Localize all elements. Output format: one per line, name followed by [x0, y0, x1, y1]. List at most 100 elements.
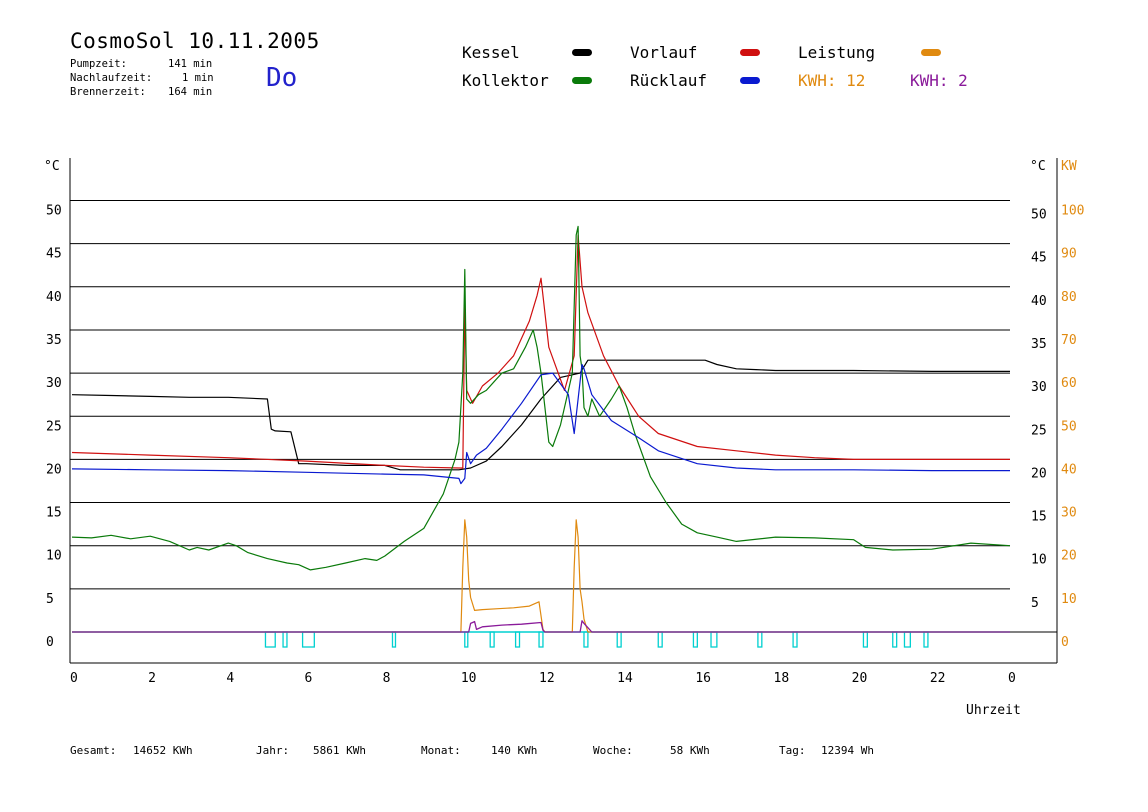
y-tick-power: 100	[1061, 204, 1084, 219]
y-tick-right: 20	[1031, 466, 1047, 481]
y-tick-right: 40	[1031, 294, 1047, 309]
pump-label: Pumpzeit:	[70, 58, 127, 70]
y-axis-unit-right: °C	[1030, 159, 1046, 174]
legend-kollektor: Kollektor	[462, 71, 549, 90]
legend-kessel: Kessel	[462, 43, 520, 62]
legend-leistung: Leistung	[798, 43, 876, 62]
x-tick: 20	[852, 671, 868, 686]
y-tick-left: 5	[46, 592, 54, 607]
footer-tag-value: 12394 Wh	[821, 744, 874, 757]
y-tick-right: 15	[1031, 510, 1047, 525]
x-tick: 4	[226, 671, 234, 686]
y-tick-power: 40	[1061, 462, 1077, 477]
pump-pulse	[514, 631, 521, 648]
series-vorlauf-line	[71, 234, 1010, 469]
y-tick-left: 40	[46, 290, 62, 305]
legend-kessel-swatch	[572, 49, 592, 56]
x-tick: 0	[1008, 671, 1016, 686]
y-tick-right: 25	[1031, 423, 1047, 438]
pump-pulse	[264, 631, 276, 648]
footer-gesamt-value: 14652 KWh	[133, 744, 193, 757]
series-kessel-line	[71, 359, 1010, 471]
legend-kollektor-swatch	[572, 77, 592, 84]
pump-pulse	[692, 631, 698, 648]
y-tick-right: 5	[1031, 596, 1039, 611]
pump-pulse	[892, 631, 898, 648]
y-tick-power: 80	[1061, 290, 1077, 305]
legend-kwh-12: KWH: 12	[798, 71, 866, 90]
weekday: Do	[266, 63, 298, 93]
y-tick-right: 30	[1031, 380, 1047, 395]
pump-value: 141 min	[168, 58, 213, 70]
footer-woche-label: Woche:	[593, 744, 633, 757]
y-tick-power: 10	[1061, 592, 1077, 607]
footer-jahr-label: Jahr:	[256, 744, 290, 757]
y-tick-left: 0	[46, 635, 54, 650]
y-tick-left: 20	[46, 462, 62, 477]
footer-monat-label: Monat:	[421, 744, 461, 757]
legend-vorlauf: Vorlauf	[630, 43, 698, 62]
legend-ruecklauf: Rücklauf	[630, 71, 708, 90]
x-tick: 14	[617, 671, 633, 686]
y-tick-power: 20	[1061, 549, 1077, 564]
x-tick: 0	[70, 671, 78, 686]
x-tick: 22	[930, 671, 946, 686]
y-tick-power: 50	[1061, 419, 1077, 434]
y-tick-power: 60	[1061, 376, 1077, 391]
pump-pulse	[923, 631, 929, 648]
x-tick: 16	[695, 671, 711, 686]
y-tick-left: 30	[46, 376, 62, 391]
pump-pulse	[489, 631, 495, 648]
y-axis-unit-power: KW	[1061, 159, 1077, 174]
pump-pulse	[792, 631, 798, 648]
y-tick-left: 50	[46, 204, 62, 219]
pump-pulse	[282, 631, 288, 648]
pump-pulse	[616, 631, 622, 648]
y-tick-left: 15	[46, 506, 62, 521]
nachlauf-value: 1 min	[182, 72, 214, 84]
brenner-value: 164 min	[168, 86, 213, 98]
y-tick-power: 70	[1061, 333, 1077, 348]
y-tick-left: 10	[46, 549, 62, 564]
y-tick-right: 35	[1031, 337, 1047, 352]
pump-pulse	[583, 631, 589, 648]
pump-pulse	[657, 631, 663, 648]
footer-monat-value: 140 KWh	[491, 744, 538, 757]
chart-title: CosmoSol 10.11.2005	[70, 29, 320, 53]
x-tick: 12	[539, 671, 555, 686]
y-tick-left: 35	[46, 333, 62, 348]
series-kollektor-line	[71, 225, 1011, 571]
x-tick: 18	[774, 671, 790, 686]
series-leistung-line	[72, 519, 1010, 633]
legend-kwh-2: KWH: 2	[910, 71, 968, 90]
y-tick-right: 50	[1031, 208, 1047, 223]
footer-woche-value: 58 KWh	[670, 744, 710, 757]
x-axis-label: Uhrzeit	[966, 703, 1021, 718]
nachlauf-label: Nachlaufzeit:	[70, 72, 153, 84]
y-tick-right: 10	[1031, 553, 1047, 568]
y-tick-power: 30	[1061, 506, 1077, 521]
pump-pulse	[903, 631, 911, 648]
y-tick-left: 45	[46, 247, 62, 262]
x-tick: 6	[305, 671, 313, 686]
legend-ruecklauf-swatch	[740, 77, 760, 84]
legend-leistung-swatch	[921, 49, 941, 56]
pump-pulse	[538, 631, 544, 648]
pump-pulse	[391, 631, 397, 648]
pump-pulse	[301, 631, 315, 648]
pump-pulse	[862, 631, 868, 648]
footer-tag-label: Tag:	[779, 744, 806, 757]
y-axis-unit-left: °C	[44, 159, 60, 174]
y-tick-power: 90	[1061, 247, 1077, 262]
footer-jahr-value: 5861 KWh	[313, 744, 366, 757]
x-tick: 8	[383, 671, 391, 686]
series-ruecklauf-line	[71, 363, 1010, 485]
y-tick-power: 0	[1061, 635, 1069, 650]
series-kwh2-line	[72, 620, 1010, 633]
pump-pulse	[710, 631, 718, 648]
pump-pulse	[757, 631, 763, 648]
brenner-label: Brennerzeit:	[70, 86, 146, 98]
x-tick: 10	[461, 671, 477, 686]
pump-pulse	[464, 631, 469, 648]
